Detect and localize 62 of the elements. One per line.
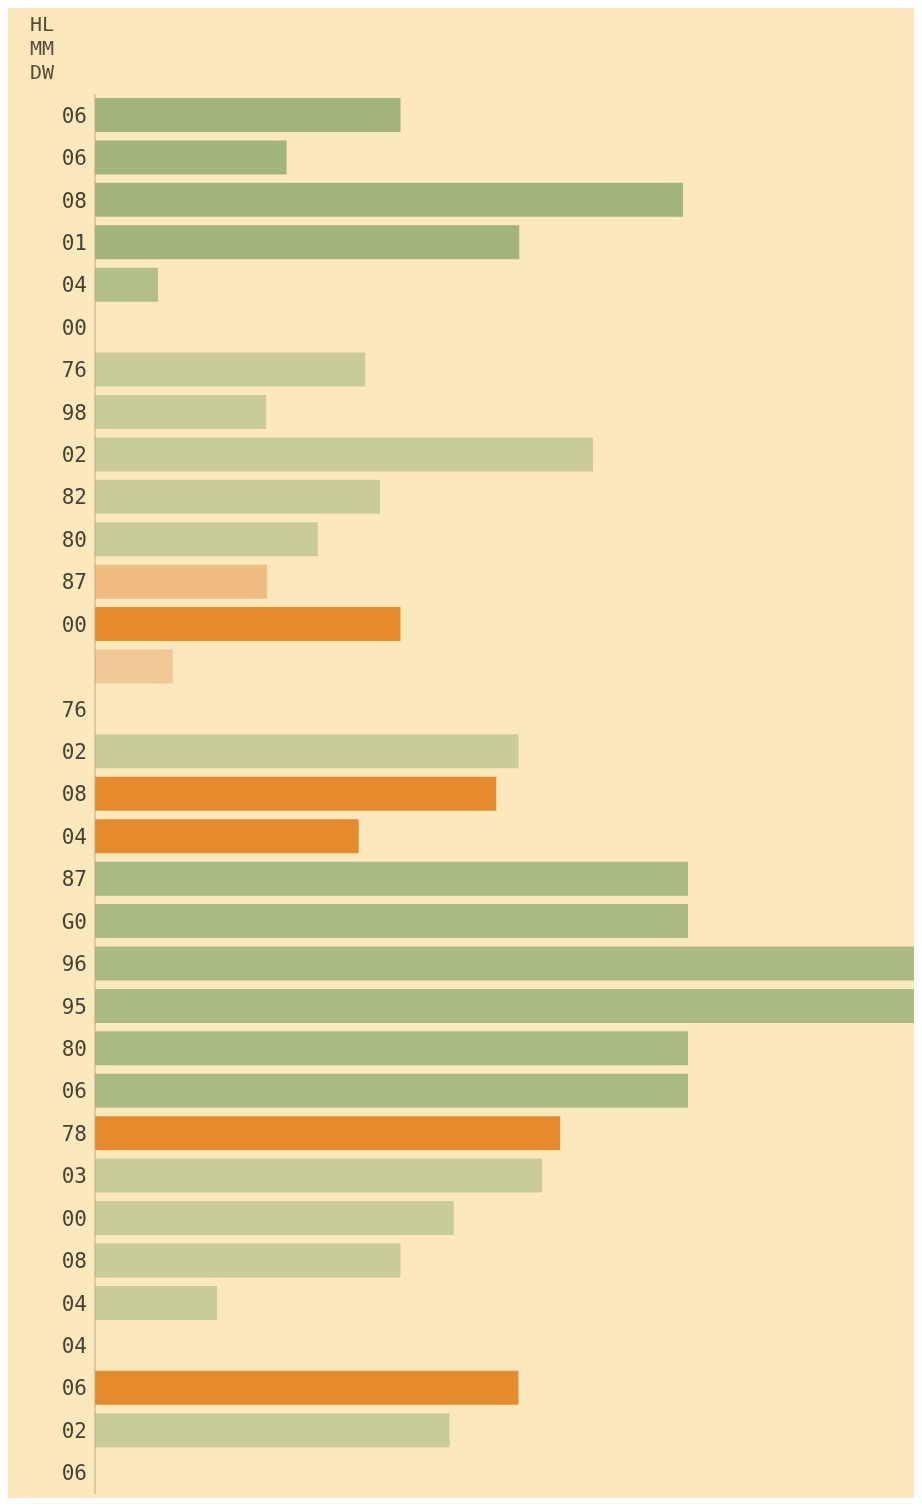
- bar: [95, 267, 159, 302]
- bar: [95, 607, 401, 642]
- bar: [95, 522, 318, 557]
- bar: [95, 861, 688, 896]
- y-tick-label: 98: [61, 400, 87, 425]
- y-tick-label: 01: [61, 230, 87, 255]
- bar: [95, 98, 401, 132]
- y-tick-label: 00: [61, 1206, 87, 1231]
- y-tick-label: 06: [61, 1376, 87, 1401]
- y-tick-label: 76: [61, 697, 87, 722]
- y-tick-label: 80: [61, 527, 87, 552]
- bar: [95, 394, 267, 429]
- bar: [95, 352, 366, 387]
- bar: [95, 819, 359, 854]
- y-tick-label: 04: [61, 824, 87, 849]
- bar: [95, 649, 173, 684]
- y-tick-label: 06: [61, 1079, 87, 1104]
- y-tick-label: 06: [61, 103, 87, 128]
- y-tick-label: 04: [61, 1291, 87, 1316]
- y-tick-label: 87: [61, 570, 87, 595]
- bar: [95, 904, 688, 939]
- y-tick-label: 00: [61, 612, 87, 637]
- bar: [95, 140, 287, 175]
- bar: [95, 1370, 519, 1405]
- bar: [95, 734, 519, 769]
- y-tick-label: 06: [61, 146, 87, 171]
- y-tick-label: 95: [61, 994, 87, 1019]
- bar: [95, 182, 684, 217]
- y-tick-label: 02: [61, 740, 87, 765]
- y-tick-label: 00: [61, 315, 87, 340]
- y-tick-label: 06: [61, 1461, 87, 1486]
- y-tick-label: 04: [61, 1333, 87, 1358]
- y-tick-label: 76: [61, 358, 87, 383]
- chart-title: HL MM DW: [30, 12, 56, 84]
- bar: [95, 1031, 688, 1066]
- bar: [95, 225, 520, 260]
- y-tick-label: 02: [61, 443, 87, 468]
- y-tick-label: 08: [61, 1249, 87, 1274]
- bar: [95, 1243, 401, 1278]
- bar: [95, 564, 267, 599]
- bar: [95, 776, 497, 811]
- y-tick-label: 87: [61, 867, 87, 892]
- y-tick-label: G0: [61, 909, 87, 934]
- bar: [95, 1073, 688, 1108]
- y-tick-label: 02: [61, 1418, 87, 1443]
- bar: [95, 1413, 450, 1448]
- bar: [95, 1201, 454, 1236]
- y-tick-label: 80: [61, 1037, 87, 1061]
- bar: [95, 988, 914, 1023]
- y-tick-label: 03: [61, 1164, 87, 1189]
- bar: [95, 1116, 561, 1151]
- y-tick-label: 96: [61, 952, 87, 977]
- y-tick-label: 78: [61, 1121, 87, 1146]
- y-tick-label: 04: [61, 273, 87, 298]
- bar: [95, 1158, 543, 1193]
- bar: [95, 479, 381, 514]
- y-tick-label: 08: [61, 782, 87, 807]
- bar: [95, 946, 914, 981]
- bar: [95, 437, 593, 472]
- y-tick-label: 08: [61, 188, 87, 213]
- y-tick-label: 82: [61, 485, 87, 510]
- bar: [95, 1285, 218, 1320]
